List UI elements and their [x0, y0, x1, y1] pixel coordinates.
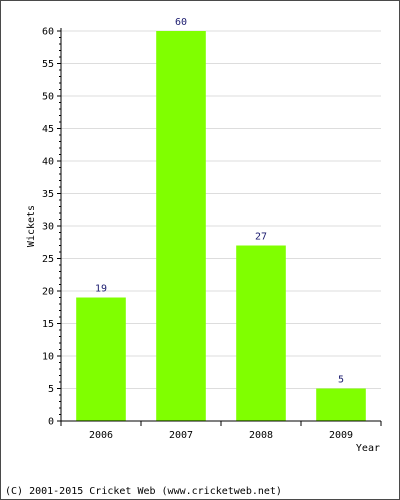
- y-tick-label: 15: [42, 319, 54, 330]
- copyright-footer: (C) 2001-2015 Cricket Web (www.cricketwe…: [5, 486, 282, 497]
- data-label: 5: [338, 375, 344, 386]
- y-tick-label: 50: [42, 92, 54, 103]
- data-label: 60: [175, 17, 187, 28]
- data-label: 19: [95, 284, 107, 295]
- x-tick-label: 2008: [249, 430, 273, 441]
- x-axis-title: Year: [356, 443, 380, 454]
- x-tick-label: 2009: [329, 430, 353, 441]
- bar: [236, 245, 286, 421]
- y-tick-label: 5: [48, 384, 54, 395]
- x-tick-label: 2007: [169, 430, 193, 441]
- bar: [156, 31, 206, 421]
- x-tick-label: 2006: [89, 430, 113, 441]
- y-tick-label: 40: [42, 157, 54, 168]
- y-tick-label: 45: [42, 124, 54, 135]
- bar: [316, 388, 366, 421]
- y-tick-label: 60: [42, 27, 54, 38]
- y-tick-label: 20: [42, 287, 54, 298]
- y-tick-label: 10: [42, 352, 54, 363]
- y-tick-label: 25: [42, 254, 54, 265]
- y-tick-label: 30: [42, 222, 54, 233]
- y-tick-label: 55: [42, 59, 54, 70]
- y-tick-label: 35: [42, 189, 54, 200]
- y-axis-title: Wickets: [26, 205, 37, 247]
- bar: [76, 297, 126, 421]
- data-label: 27: [255, 232, 267, 243]
- y-tick-label: 0: [48, 417, 54, 428]
